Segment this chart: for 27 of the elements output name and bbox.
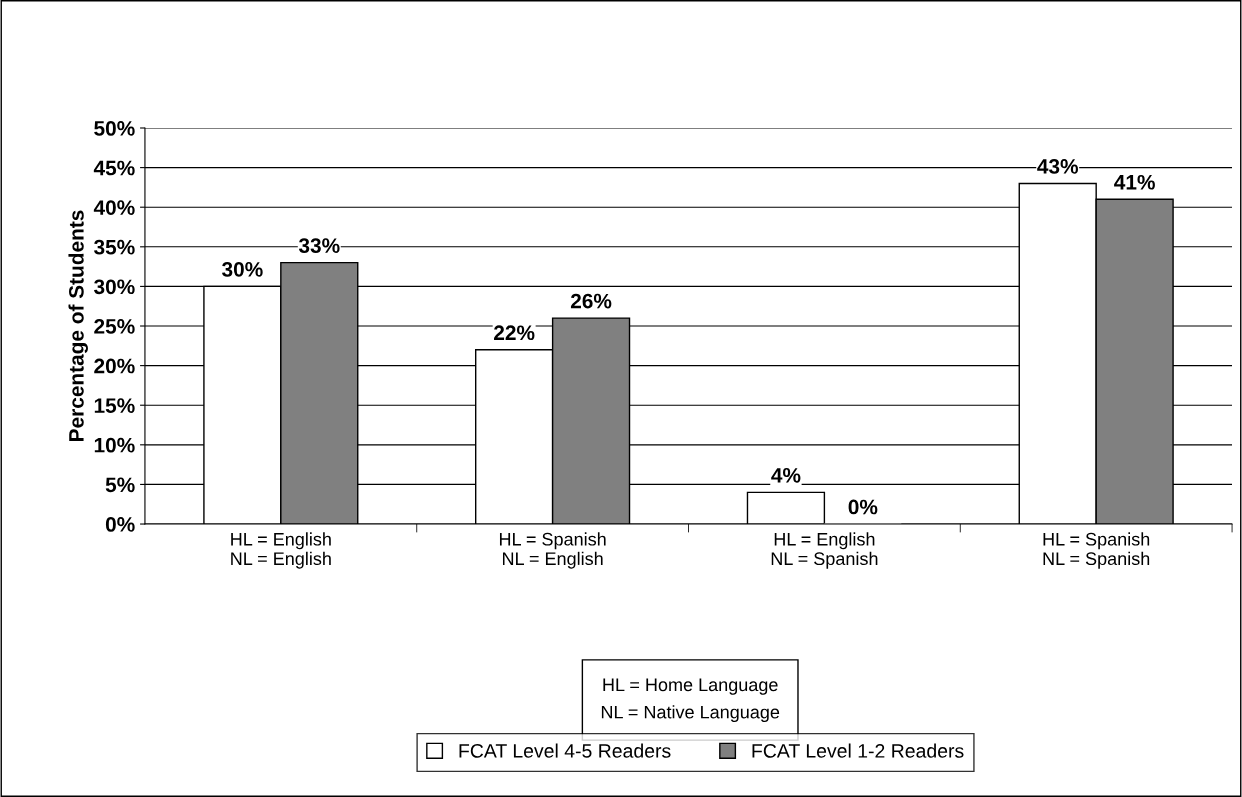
y-tick-label: 15% <box>94 398 135 413</box>
text: HL = Home Language NL = Native Language <box>601 678 780 723</box>
y-tick-label: 20% <box>94 358 135 374</box>
text: 4% <box>771 467 801 483</box>
y-tick-label: 35% <box>94 239 135 255</box>
text: 43% <box>1037 159 1079 174</box>
y-tick-label: 5% <box>105 477 135 493</box>
text: 26% <box>570 293 612 309</box>
x-tick-label: HL = English NL = English <box>231 532 331 569</box>
text: 0% <box>848 499 878 515</box>
y-tick-label: 45% <box>93 160 135 176</box>
x-tick-label: HL = Spanish NL = Spanish <box>1043 532 1150 569</box>
y-tick-label: 40% <box>93 200 135 215</box>
legend-label: FCAT Level 4-5 Readers <box>459 743 671 758</box>
y-tick-label: 0% <box>105 517 135 532</box>
y-tick-label: 25% <box>94 319 135 334</box>
legend-label: FCAT Level 1-2 Readers <box>752 743 964 758</box>
x-tick-label: HL = English NL = Spanish <box>771 532 878 569</box>
x-tick-label: HL = Spanish NL = English <box>499 532 606 569</box>
y-axis-title: Percentage of Students <box>68 210 88 441</box>
text: 41% <box>1114 174 1155 190</box>
text: 22% <box>494 325 535 341</box>
y-tick-label: 10% <box>94 437 135 453</box>
y-tick-label: 50% <box>94 121 135 136</box>
text: 33% <box>298 238 340 253</box>
y-tick-label: 30% <box>94 279 135 295</box>
text: 30% <box>222 261 263 277</box>
